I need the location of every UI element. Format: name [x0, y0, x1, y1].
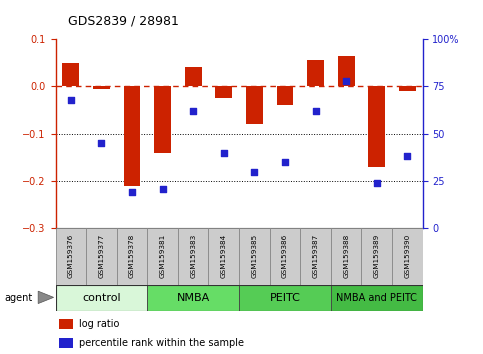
Bar: [62, 63, 79, 86]
Text: GSM159377: GSM159377: [99, 233, 104, 278]
FancyBboxPatch shape: [86, 228, 117, 285]
Text: GSM159384: GSM159384: [221, 233, 227, 278]
Text: GSM159378: GSM159378: [129, 233, 135, 278]
Text: percentile rank within the sample: percentile rank within the sample: [79, 338, 244, 348]
Bar: [307, 60, 324, 86]
FancyBboxPatch shape: [331, 228, 361, 285]
FancyBboxPatch shape: [300, 228, 331, 285]
Point: [159, 186, 167, 192]
Text: GSM159387: GSM159387: [313, 233, 319, 278]
Bar: [93, 86, 110, 88]
FancyBboxPatch shape: [361, 228, 392, 285]
FancyBboxPatch shape: [209, 228, 239, 285]
FancyBboxPatch shape: [331, 285, 423, 311]
Text: GSM159376: GSM159376: [68, 233, 74, 278]
Point: [189, 108, 197, 114]
Point: [220, 150, 227, 155]
Point: [251, 169, 258, 175]
Text: GSM159390: GSM159390: [404, 233, 411, 278]
Bar: [246, 86, 263, 124]
Text: agent: agent: [5, 293, 33, 303]
Text: GSM159385: GSM159385: [251, 233, 257, 278]
Text: control: control: [82, 293, 121, 303]
FancyBboxPatch shape: [147, 228, 178, 285]
Bar: [124, 86, 141, 186]
Bar: [369, 86, 385, 167]
Bar: [399, 86, 416, 91]
Text: GSM159388: GSM159388: [343, 233, 349, 278]
FancyBboxPatch shape: [178, 228, 209, 285]
FancyBboxPatch shape: [270, 228, 300, 285]
Bar: [185, 67, 201, 86]
FancyBboxPatch shape: [56, 285, 147, 311]
Text: GSM159386: GSM159386: [282, 233, 288, 278]
Text: NMBA and PEITC: NMBA and PEITC: [336, 293, 417, 303]
Text: log ratio: log ratio: [79, 319, 119, 329]
FancyBboxPatch shape: [392, 228, 423, 285]
Point: [403, 154, 411, 159]
Text: GSM159381: GSM159381: [159, 233, 166, 278]
Bar: [215, 86, 232, 98]
FancyBboxPatch shape: [56, 228, 86, 285]
Point: [312, 108, 319, 114]
Text: GSM159383: GSM159383: [190, 233, 196, 278]
Bar: [154, 86, 171, 153]
Text: GSM159389: GSM159389: [374, 233, 380, 278]
Point: [342, 78, 350, 84]
Point: [281, 159, 289, 165]
Text: PEITC: PEITC: [270, 293, 300, 303]
Point: [128, 189, 136, 195]
FancyBboxPatch shape: [239, 228, 270, 285]
Bar: [277, 86, 293, 105]
Bar: [58, 338, 73, 348]
Bar: [58, 319, 73, 329]
FancyBboxPatch shape: [117, 228, 147, 285]
Text: NMBA: NMBA: [177, 293, 210, 303]
FancyBboxPatch shape: [147, 285, 239, 311]
FancyBboxPatch shape: [239, 285, 331, 311]
Polygon shape: [38, 291, 54, 303]
Point: [98, 140, 105, 146]
Bar: [338, 56, 355, 86]
Text: GDS2839 / 28981: GDS2839 / 28981: [68, 14, 179, 27]
Point: [373, 180, 381, 186]
Point: [67, 97, 75, 102]
